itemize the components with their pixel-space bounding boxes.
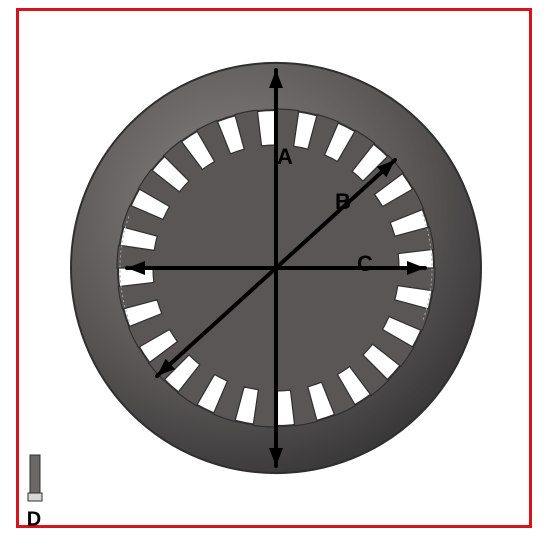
label-d: D [27,509,41,532]
label-a: A [277,144,293,170]
diagram-svg [0,0,547,560]
label-b: B [335,189,351,215]
label-c: C [357,251,373,277]
